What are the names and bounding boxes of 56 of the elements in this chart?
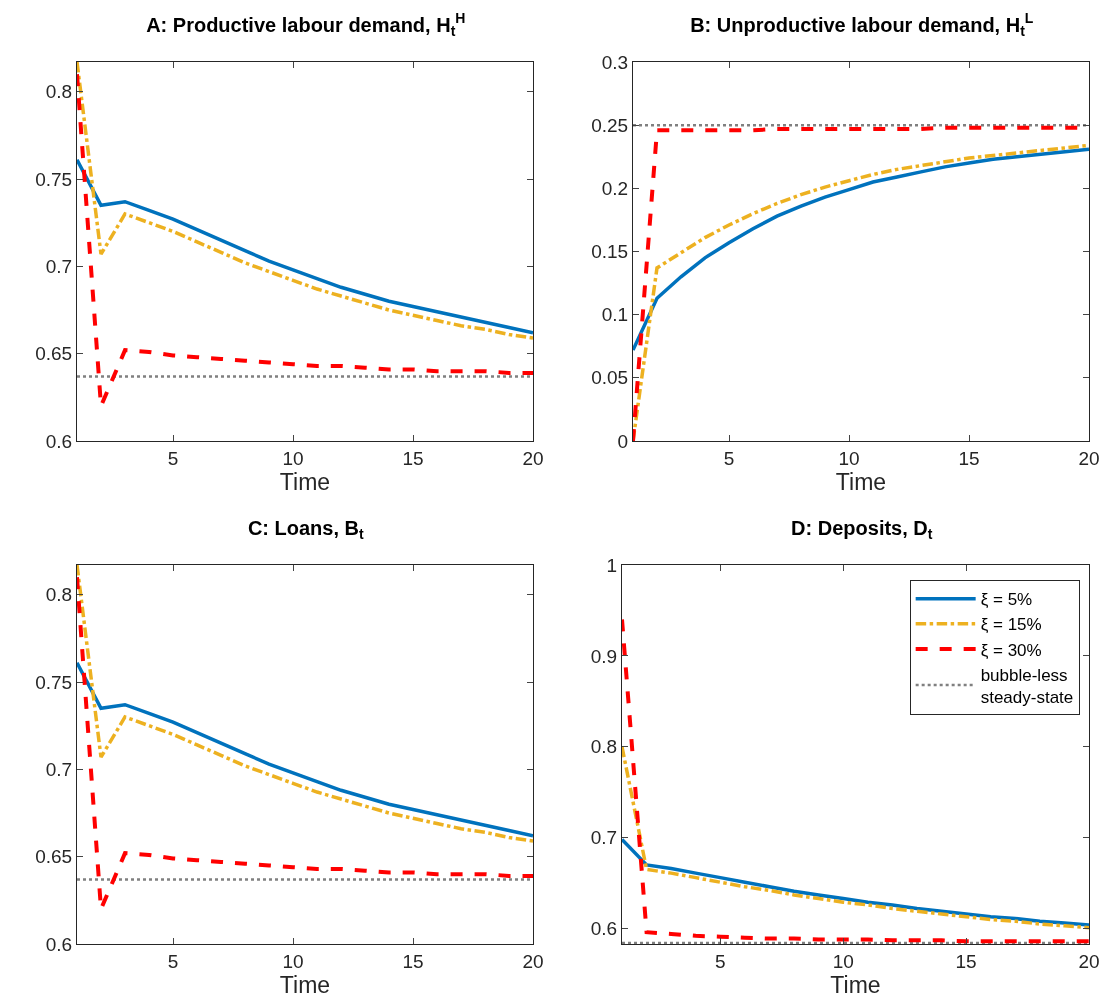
legend-label: ξ = 15% — [980, 615, 1042, 635]
y-tick-label: 0.8 — [45, 584, 73, 606]
x-tick-label: 5 — [167, 950, 179, 972]
y-tick-label: 0.25 — [591, 114, 629, 136]
x-tick-label: 10 — [282, 447, 304, 469]
y-tick-label: 0.7 — [45, 759, 73, 780]
y-tick-label: 0.8 — [45, 81, 73, 103]
x-axis-title: Time — [830, 972, 881, 999]
y-tick-label: 0.3 — [601, 51, 629, 73]
y-tick-label: 0.7 — [45, 256, 73, 277]
line-series — [77, 565, 533, 843]
y-tick-label: 0.6 — [45, 430, 73, 452]
line-series — [622, 617, 1089, 944]
x-tick-label: 5 — [167, 447, 179, 469]
x-tick-label: 15 — [955, 950, 977, 972]
x-tick-label: 20 — [522, 447, 544, 469]
y-tick-label: 0.15 — [591, 241, 629, 263]
x-tick-label: 20 — [1078, 447, 1100, 469]
x-tick-label: 15 — [958, 447, 980, 469]
x-tick-label: 5 — [723, 447, 735, 469]
x-tick-label: 15 — [402, 447, 424, 469]
y-tick-label: 0.65 — [35, 343, 73, 365]
x-tick-label: 10 — [838, 447, 860, 469]
line-series — [633, 147, 1089, 352]
x-axis-title: Time — [835, 469, 887, 496]
y-tick-label: 0.8 — [590, 736, 618, 758]
y-tick-label: 0.75 — [35, 671, 73, 693]
legend-label: ξ = 5% — [980, 590, 1033, 610]
y-tick-label: 0.75 — [35, 168, 73, 190]
x-tick-label: 10 — [282, 950, 304, 972]
y-tick-label: 0.65 — [35, 846, 73, 868]
chart-title: D: Deposits, D$_{t}$ — [791, 516, 933, 542]
x-axis-title: Time — [279, 972, 331, 999]
line-series — [77, 158, 533, 335]
y-tick-label: 0.1 — [601, 304, 629, 326]
y-tick-label: 0.2 — [601, 177, 629, 199]
x-tick-label: 15 — [402, 950, 424, 972]
y-tick-label: 0.7 — [590, 827, 618, 849]
legend-label: ξ = 30% — [980, 640, 1042, 660]
x-tick-label: 10 — [832, 950, 854, 972]
y-tick-label: 0 — [617, 430, 629, 452]
y-tick-label: 0.9 — [590, 645, 618, 667]
x-axis-title: Time — [279, 469, 331, 496]
x-tick-label: 20 — [522, 950, 544, 972]
line-series — [77, 62, 533, 340]
line-series — [622, 837, 1089, 927]
y-tick-label: 0.6 — [590, 918, 618, 940]
chart-title: C: Loans, B$_{t}$ — [247, 516, 365, 542]
y-tick-label: 1 — [606, 554, 618, 576]
x-tick-label: 20 — [1078, 950, 1100, 972]
line-series — [622, 745, 1089, 930]
x-tick-label: 5 — [715, 950, 726, 972]
legend-label: bubble-less steady-state — [980, 665, 1074, 707]
y-tick-label: 0.6 — [45, 933, 73, 955]
y-tick-label: 0.05 — [591, 367, 629, 389]
line-series — [77, 661, 533, 838]
